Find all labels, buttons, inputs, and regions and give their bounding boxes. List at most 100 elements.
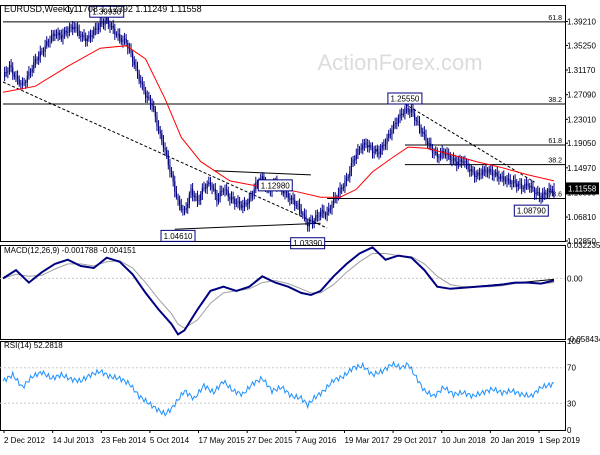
candle-body <box>323 210 325 214</box>
candle-body <box>83 34 85 39</box>
candle-body <box>59 32 61 36</box>
candle-body <box>70 26 72 28</box>
candle-body <box>42 51 45 53</box>
candle-body <box>371 147 374 154</box>
candle-body <box>392 123 395 130</box>
candle-body <box>179 200 181 205</box>
candle-body <box>12 67 14 74</box>
candle-body <box>146 96 148 98</box>
candle-body <box>394 123 396 125</box>
candle-body <box>182 209 184 211</box>
candle-body <box>141 82 143 85</box>
candle-body <box>145 91 147 98</box>
rsi-panel: 100 70 30 0 <box>0 337 581 435</box>
rsi-line <box>2 360 555 417</box>
candle-body <box>138 72 140 81</box>
trendline <box>174 222 321 230</box>
candle-body <box>404 108 406 114</box>
candle-body <box>119 34 121 39</box>
candle-body <box>482 170 484 175</box>
candle-body <box>185 207 187 211</box>
candle-body <box>106 18 108 21</box>
candle-body <box>234 199 236 204</box>
candle-body <box>383 144 385 146</box>
candle-body <box>344 181 346 188</box>
time-axis-label: 1 Sep 2019 <box>539 436 580 445</box>
candle-body <box>370 145 372 148</box>
candle-body <box>159 130 161 133</box>
candle-body <box>235 203 237 205</box>
candle-body <box>224 189 226 191</box>
time-axis-label: 19 Mar 2017 <box>344 436 389 445</box>
candle-body <box>373 151 375 154</box>
candle-body <box>525 183 528 185</box>
candle-body <box>297 204 299 206</box>
candle-body <box>230 197 233 200</box>
candle-body <box>169 164 171 172</box>
candle-body <box>530 185 532 188</box>
candle-body <box>457 161 459 166</box>
price-label-box <box>513 204 549 217</box>
candle-body <box>164 147 166 150</box>
time-axis-label: 17 May 2015 <box>199 436 246 445</box>
candle-body <box>253 189 255 195</box>
candle-body <box>422 132 424 133</box>
candle-body <box>405 108 408 110</box>
candle-body <box>298 204 301 210</box>
candle-body <box>68 27 71 33</box>
current-price-label: 1.11558 <box>568 184 597 193</box>
candle-body <box>339 188 341 193</box>
candle-body <box>36 58 38 61</box>
candle-body <box>34 58 37 62</box>
candle-body <box>326 211 328 216</box>
candle-body <box>242 205 244 208</box>
time-axis-label: 20 Jan 2019 <box>490 436 535 445</box>
candle-body <box>496 172 498 177</box>
candle-body <box>345 177 348 182</box>
candle-body <box>461 159 463 163</box>
candle-body <box>65 30 67 33</box>
candle-body <box>284 191 286 194</box>
candle-body <box>300 209 302 214</box>
candle-body <box>365 142 367 146</box>
fib-level-label: 38.2 <box>548 97 562 104</box>
candle-body <box>180 204 182 210</box>
candle-body <box>451 160 453 161</box>
candle-body <box>553 188 555 192</box>
candle-body <box>368 145 370 148</box>
price-label-box <box>89 5 125 18</box>
candle-body <box>127 43 129 49</box>
candle-body <box>350 163 353 172</box>
candle-body <box>321 210 323 212</box>
time-axis-label: 27 Dec 2015 <box>247 436 293 445</box>
candle-body <box>331 204 333 209</box>
candle-body <box>219 191 221 197</box>
candle-body <box>174 181 176 192</box>
candle-body <box>213 188 215 190</box>
fib-level-label: 61.8 <box>548 15 562 22</box>
candle-body <box>154 109 156 117</box>
candle-body <box>4 72 6 78</box>
candle-body <box>412 108 414 114</box>
candle-body <box>93 29 95 36</box>
candle-body <box>208 182 210 184</box>
candle-body <box>480 174 482 176</box>
candle-body <box>190 189 192 195</box>
candle-body <box>120 38 122 42</box>
candle-body <box>546 193 549 195</box>
candle-body <box>206 183 208 189</box>
candle-body <box>378 151 380 155</box>
candle-body <box>503 176 505 181</box>
candle-body <box>516 183 518 187</box>
candle-body <box>26 76 28 83</box>
candle-body <box>20 84 22 85</box>
candle-body <box>464 161 466 163</box>
candle-body <box>324 213 327 216</box>
candle-body <box>86 38 88 42</box>
candle-body <box>125 38 127 44</box>
candle-body <box>209 182 212 186</box>
candle-body <box>80 36 82 37</box>
price-label-text: 1.03390 <box>293 239 322 248</box>
price-label-box <box>387 92 423 105</box>
